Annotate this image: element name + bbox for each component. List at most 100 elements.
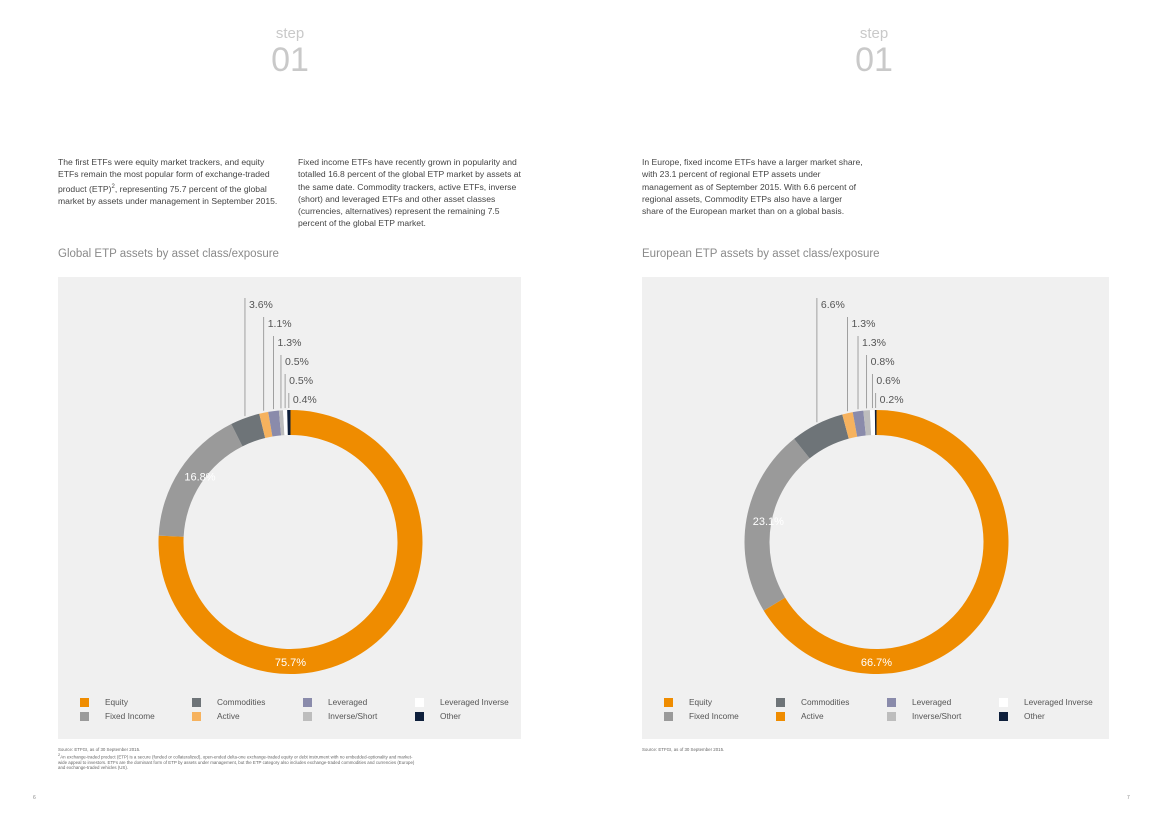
footnote-text: An exchange-traded product (ETP) is a se… [58, 754, 415, 771]
left-page-number: 6 [33, 795, 36, 801]
european-legend-item-equity: Equity [664, 697, 712, 707]
european-slice-leveraged [852, 410, 866, 437]
legend-swatch [415, 711, 424, 721]
legend-swatch [80, 711, 89, 721]
european-label-leveraged-inverse: 0.6% [876, 375, 900, 387]
legend-label: Commodities [801, 697, 850, 707]
european-legend-item-inverse-short: Inverse/Short [887, 711, 961, 721]
european-legend-item-leveraged: Leveraged [887, 697, 951, 707]
legend-label: Leveraged Inverse [1024, 697, 1093, 707]
right-step-heading: step 01 [844, 25, 904, 79]
legend-swatch [664, 697, 673, 707]
european-slice-other [874, 410, 877, 436]
legend-label: Active [801, 711, 824, 721]
european-legend: Equity Commodities Leveraged Leveraged Inve… [642, 277, 1109, 739]
legend-label: Equity [105, 697, 129, 707]
global-label-leveraged-inverse: 0.5% [289, 375, 313, 387]
legend-swatch [999, 711, 1008, 721]
right-source: Source: ETFGI, as of 30 September 2015. [642, 747, 725, 752]
legend-swatch [192, 711, 201, 721]
global-label-inverse-short: 0.5% [285, 356, 309, 368]
european-slice-inverse-short [863, 410, 872, 436]
legend-label: Equity [689, 697, 713, 707]
european-label-equity: 66.7% [861, 657, 892, 669]
global-legend-item-active: Active [192, 711, 240, 721]
left-intro-text-end: , representing 75.7 percent of the globa… [58, 183, 278, 206]
european-label-commodities: 6.6% [821, 299, 845, 311]
european-legend-item-fixed-income: Fixed Income [664, 711, 739, 721]
footnote-ref: 2 [111, 183, 115, 190]
legend-swatch [80, 697, 89, 707]
legend-label: Leveraged [912, 697, 952, 707]
legend-swatch [999, 697, 1008, 707]
european-legend-item-commodities: Commodities [776, 697, 849, 707]
european-label-other: 0.2% [880, 394, 904, 406]
right-page-number: 7 [1127, 795, 1130, 801]
left-intro-text: The first ETFs were equity market tracke… [58, 157, 270, 194]
legend-label: Fixed Income [689, 711, 739, 721]
global-legend-item-leveraged: Leveraged [303, 697, 367, 707]
global-legend-item-other: Other [415, 711, 461, 721]
european-label-inverse-short: 0.8% [871, 356, 895, 368]
legend-label: Inverse/Short [912, 711, 962, 721]
global-donut-chart: 75.7% 16.8% 3.6% 1.1% 1.3% 0.5% 0.5% 0.4% [158, 298, 423, 674]
global-slice-leveraged-inverse [283, 410, 288, 436]
global-slice-commodities [231, 413, 266, 447]
european-donut-chart: 66.7% 23.1% 6.6% 1.3% 1.3% 0.8% 0.6% 0.2% [744, 298, 1009, 674]
legend-swatch [887, 711, 896, 721]
european-slice-active [842, 412, 858, 439]
global-label-fixed-income: 16.8% [184, 472, 215, 484]
global-slice-active [259, 411, 273, 439]
left-footnote: 2An exchange-traded product (ETP) is a s… [58, 752, 418, 770]
european-chart-panel: 66.7% 23.1% 6.6% 1.3% 1.3% 0.8% 0.6% 0.2% Equit… [642, 277, 1109, 739]
global-legend-item-commodities: Commodities [192, 697, 265, 707]
legend-label: Other [440, 711, 461, 721]
european-label-fixed-income: 23.1% [753, 516, 784, 528]
global-label-other: 0.4% [293, 394, 317, 406]
legend-label: Inverse/Short [328, 711, 378, 721]
global-slice-leveraged [268, 410, 282, 437]
global-label-active: 1.1% [268, 318, 292, 330]
global-slice-other [287, 410, 291, 436]
legend-swatch [303, 697, 312, 707]
left-step-number: 01 [271, 41, 309, 79]
european-legend-item-other: Other [999, 711, 1045, 721]
european-legend-item-leveraged-inverse: Leveraged Inverse [999, 697, 1093, 707]
right-step-number: 01 [855, 41, 893, 79]
global-label-leveraged: 1.3% [278, 337, 302, 349]
legend-swatch [664, 711, 673, 721]
legend-label: Fixed Income [105, 711, 155, 721]
european-slice-fixed-income [744, 438, 810, 611]
global-label-equity: 75.7% [275, 657, 306, 669]
left-intro-paragraph: The first ETFs were equity market tracke… [58, 156, 284, 207]
right-step-word: step [859, 25, 889, 42]
european-legend-item-active: Active [776, 711, 824, 721]
legend-label: Leveraged Inverse [440, 697, 509, 707]
european-chart-title: European ETP assets by asset class/expos… [642, 248, 880, 260]
global-slice-inverse-short [278, 410, 285, 436]
right-intro-paragraph: In Europe, fixed income ETFs have a larg… [642, 157, 863, 217]
legend-swatch [303, 711, 312, 721]
legend-swatch [192, 697, 201, 707]
european-label-active: 1.3% [851, 318, 875, 330]
legend-label: Leveraged [328, 697, 368, 707]
european-slice-commodities [794, 414, 849, 459]
left-source: Source: ETFGI, as of 30 September 2015. [58, 747, 141, 752]
legend-swatch [415, 697, 424, 707]
left-step-heading: step 01 [260, 25, 320, 79]
legend-label: Active [217, 711, 240, 721]
global-legend-item-leveraged-inverse: Leveraged Inverse [415, 697, 509, 707]
footnote-number: 2 [58, 752, 61, 757]
global-slice-fixed-income [158, 424, 243, 537]
legend-swatch [887, 697, 896, 707]
left-step-word: step [275, 25, 305, 42]
legend-swatch [776, 697, 785, 707]
legend-swatch [776, 711, 785, 721]
global-chart-panel: 75.7% 16.8% 3.6% 1.1% 1.3% 0.5% 0.5% 0.4% Equit… [58, 277, 521, 739]
legend-label: Other [1024, 711, 1045, 721]
global-legend-item-fixed-income: Fixed Income [80, 711, 155, 721]
european-slice-leveraged-inverse [869, 410, 876, 436]
global-label-commodities: 3.6% [249, 299, 273, 311]
european-label-leveraged: 1.3% [862, 337, 886, 349]
global-legend-item-inverse-short: Inverse/Short [303, 711, 377, 721]
